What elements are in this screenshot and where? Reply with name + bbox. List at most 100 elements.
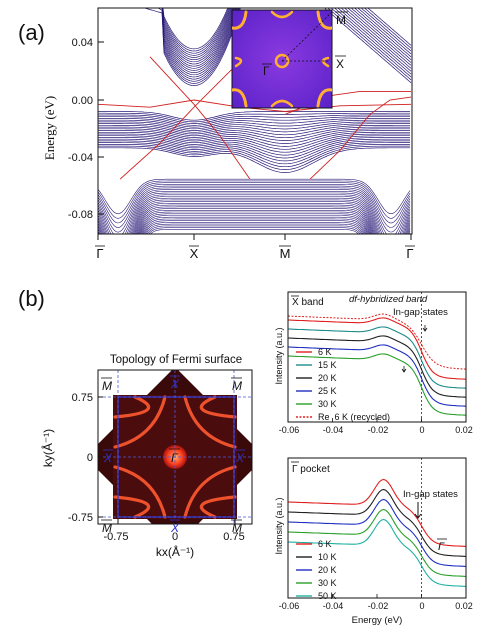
fs-ytick-2: -0.75 <box>68 512 93 524</box>
ytick-a-0: 0.04 <box>72 37 93 49</box>
f-band <box>98 116 410 126</box>
br-legend-0: 6 K <box>318 539 332 549</box>
tr-legend-1: 15 K <box>318 360 337 370</box>
fs-gamma-center: Γ <box>171 451 179 465</box>
valence-band <box>144 222 365 234</box>
valence-band <box>98 199 411 234</box>
f-band <box>98 138 410 159</box>
xtick-gamma-right: Γ <box>406 246 413 261</box>
tr-legend-2: 20 K <box>318 373 337 383</box>
bulk-band-upper-right <box>330 8 412 78</box>
br-legend-2: 20 K <box>318 565 337 575</box>
valence-band <box>98 180 411 219</box>
f-band <box>98 147 410 173</box>
valence-band <box>98 184 411 228</box>
x-band-frame <box>287 291 467 423</box>
fs-xtick-0: -0.75 <box>103 531 128 543</box>
inset-m-label: M <box>336 13 346 27</box>
fs-m-top-right: M <box>232 379 242 393</box>
bulk-band-upper-right <box>357 8 412 55</box>
x-band-legend: 6 K 15 K 20 K 25 K 30 K Re_6 K (recycled… <box>318 347 390 422</box>
fs-m-bottom-left: M <box>102 521 112 535</box>
bulk-band-upper-right <box>337 8 412 72</box>
valence-band <box>149 229 360 234</box>
gamma-pocket-ylabel: Intensity (a.u.) <box>274 497 284 554</box>
edc-curve <box>287 488 467 557</box>
fermi-arc <box>113 395 150 419</box>
fs-m-bottom-right: M <box>232 521 242 535</box>
fs-ytick-0: 0.75 <box>72 392 93 404</box>
f-band <box>98 114 410 124</box>
bulk-band-upper-right <box>343 8 412 66</box>
f-band <box>98 126 410 139</box>
valence-band <box>98 187 411 234</box>
surface-band <box>309 96 412 180</box>
valence-band <box>98 178 411 215</box>
bulk-band-upper <box>162 8 231 56</box>
bulk-band-upper <box>161 8 240 82</box>
bulk-band-upper <box>162 8 236 69</box>
valence-band <box>98 182 411 224</box>
br-legend-3: 30 K <box>318 578 337 588</box>
fermi-map-point-labels: M M M M X X X X Γ <box>102 377 245 535</box>
f-band <box>98 119 410 130</box>
bulk-band-upper-right <box>347 8 412 63</box>
x-band-edc-plot <box>287 292 467 422</box>
fs-x-left: X <box>103 451 113 465</box>
fermi-map-ylabel: ky(Å⁻¹) <box>40 429 55 467</box>
bulk-band-upper <box>162 8 229 50</box>
panel-a-tickmarks <box>97 41 412 240</box>
f-band <box>98 144 410 168</box>
edc-curve <box>287 335 467 398</box>
ingap-arrow <box>414 502 422 519</box>
ingap-arrow <box>422 325 428 332</box>
f-band <box>98 137 410 156</box>
gamma-pocket-title: Γ pocket <box>292 464 330 475</box>
panel-a-frame <box>97 7 413 235</box>
bulk-band-upper <box>162 8 230 54</box>
fs-x-right: X <box>235 451 245 465</box>
valence-band <box>98 201 411 234</box>
f-band <box>98 123 410 133</box>
bulk-band-upper <box>162 8 233 61</box>
br-xtick-3: 0 <box>419 601 424 611</box>
f-band <box>98 121 410 131</box>
valence-band <box>98 196 411 234</box>
inset-gamma-label: Γ <box>263 64 270 78</box>
tr-xtick-3: 0 <box>419 425 424 435</box>
tr-legend-4: 30 K <box>318 399 337 409</box>
xtick-gamma-left: Γ <box>96 246 103 261</box>
edc-curve <box>287 518 467 587</box>
valence-band <box>142 218 367 234</box>
bulk-band-upper <box>143 8 241 86</box>
valence-band <box>143 220 366 234</box>
gamma-pocket-xlabel: Energy (eV) <box>352 615 403 626</box>
edc-curve <box>287 508 467 577</box>
gamma-pocket-gamma-label: Γ <box>438 541 445 553</box>
xtick-x: X <box>190 246 199 261</box>
x-band-ingap-annotation: In-gap states <box>393 307 448 318</box>
fermi-arc <box>183 465 237 519</box>
valence-band <box>139 211 370 234</box>
fs-label-overbars <box>101 377 242 521</box>
bulk-band-upper <box>162 8 234 65</box>
valence-band <box>146 225 363 234</box>
fs-m-top-left: M <box>102 379 112 393</box>
valence-band <box>145 223 364 234</box>
f-band <box>98 142 410 165</box>
fermi-surface-map <box>98 370 252 524</box>
edc-curve <box>287 478 467 547</box>
gamma-pocket-frame <box>287 457 467 599</box>
fs-ytick-1: 0 <box>87 452 93 464</box>
valence-band <box>139 213 370 234</box>
bulk-band-upper-right <box>360 8 412 52</box>
bulk-band-upper <box>162 8 235 67</box>
f-band <box>98 133 410 150</box>
edc-curve <box>287 326 467 389</box>
bulk-band-upper <box>162 8 232 58</box>
bulk-band-upper <box>161 8 239 78</box>
br-xtick-1: -0.04 <box>323 601 344 611</box>
gamma-pocket-legend: 6 K 10 K 20 K 30 K 50 K <box>318 539 337 601</box>
fermi-arc <box>113 395 167 449</box>
edc-curve-recycled <box>287 313 467 370</box>
